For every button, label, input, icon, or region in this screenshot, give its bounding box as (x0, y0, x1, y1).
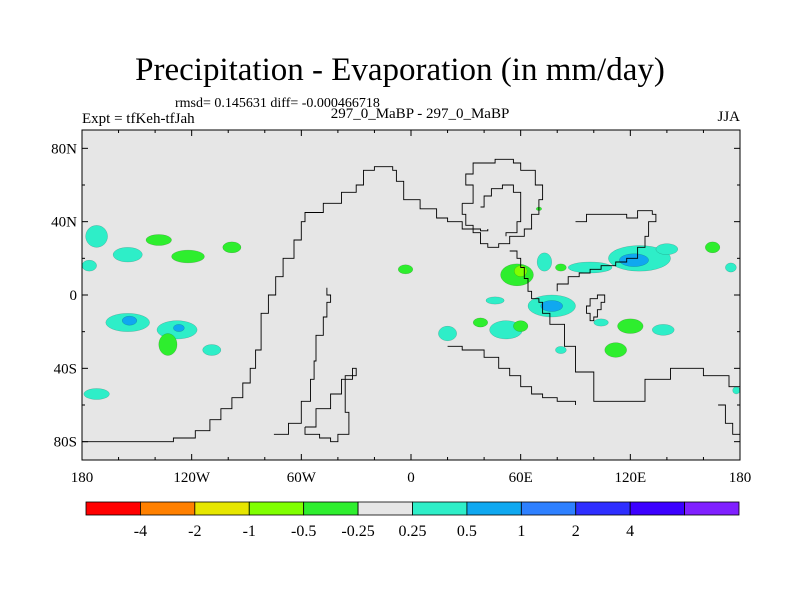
colorbar-swatch (303, 501, 359, 516)
anomaly-patch-26 (540, 300, 563, 312)
anomaly-patch-16 (536, 252, 552, 272)
anomaly-patch-11 (202, 344, 222, 356)
colorbar-swatch (466, 501, 522, 516)
anomaly-patch-17 (555, 263, 567, 272)
colorbar-swatch (194, 501, 250, 516)
colorbar-swatch (684, 501, 740, 516)
y-tick-label: 40N (51, 215, 77, 231)
anomaly-patch-1 (82, 260, 97, 272)
anomaly-patch-35 (604, 342, 627, 358)
anomaly-patch-13 (398, 264, 413, 275)
y-tick-label: 0 (70, 288, 78, 304)
colorbar-label: 1 (517, 523, 525, 540)
anomaly-patch-21 (655, 243, 679, 255)
colorbar-swatch (85, 501, 141, 516)
colorbar-swatch (412, 501, 468, 516)
coastline-africa-west (447, 345, 576, 405)
colorbar-swatch (520, 501, 577, 516)
anomaly-field (82, 206, 740, 400)
x-tick-label: 180 (729, 470, 752, 486)
anomaly-patch-22 (705, 241, 721, 253)
colorbar-label: -0.25 (341, 523, 374, 540)
coastline-americas-inner (273, 287, 332, 435)
season-label: JJA (717, 109, 740, 125)
y-tick-label: 80N (51, 141, 77, 157)
anomaly-patch-23 (725, 262, 737, 273)
map-background (82, 130, 740, 460)
anomaly-patch-5 (222, 241, 242, 253)
anomaly-patch-32 (593, 318, 609, 327)
coastline-americas (82, 166, 489, 443)
coastline-africa (509, 250, 740, 402)
colorbar-swatch (575, 501, 631, 516)
anomaly-patch-2 (112, 247, 143, 263)
anomaly-patch-10 (158, 333, 178, 356)
anomaly-patch-36 (732, 386, 740, 395)
x-tick-label: 180 (71, 470, 94, 486)
colorbar-label: -1 (243, 523, 256, 540)
colorbar-label: 0.25 (399, 523, 427, 540)
y-tick-label: 40S (54, 361, 77, 377)
colorbar-swatch (248, 501, 305, 516)
coastline-south-tip (304, 367, 357, 443)
rmsd-diff-stats: rmsd= 0.145631 diff= -0.000466718 (175, 96, 380, 111)
anomaly-patch-24 (485, 296, 505, 305)
colorbar-swatch (140, 501, 196, 516)
experiment-label: Expt = tfKeh-tfJah (82, 111, 195, 127)
colorbar-label: 0.5 (457, 523, 477, 540)
anomaly-patch-30 (438, 326, 457, 341)
coastlines (82, 158, 740, 443)
x-tick-label: 0 (407, 470, 415, 486)
colorbar-label: 2 (572, 523, 580, 540)
chart-title: Precipitation - Evaporation (in mm/day) (135, 52, 665, 88)
anomaly-patch-33 (617, 318, 644, 334)
colorbar-swatch (629, 501, 685, 516)
coastline-greenland (461, 158, 544, 248)
colorbar-label: -4 (134, 523, 147, 540)
anomaly-patch-4 (171, 249, 205, 264)
colorbar-label: 4 (626, 523, 634, 540)
colorbar-label: -0.5 (291, 523, 316, 540)
anomaly-patch-12 (83, 388, 110, 400)
anomaly-patch-31 (555, 346, 567, 354)
anomaly-patch-0 (85, 225, 108, 248)
anomaly-patch-27 (472, 317, 488, 328)
anomaly-patch-29 (513, 320, 529, 332)
x-tick-label: 60E (509, 470, 533, 486)
x-tick-label: 120W (173, 470, 211, 486)
axis-ticks: 180 120W 60W 0 60E 120E 180 80N 40N 0 40S 80S (51, 130, 751, 486)
x-tick-label: 120E (614, 470, 646, 486)
x-tick-label: 60W (287, 470, 317, 486)
anomaly-patch-20 (619, 253, 649, 267)
anomaly-patch-9 (173, 324, 185, 332)
coastline-india (586, 294, 606, 322)
coastline-asia (556, 210, 657, 292)
period-subtitle: 297_0_MaBP - 297_0_MaBP (330, 106, 510, 122)
colorbar-label: -2 (188, 523, 201, 540)
coastline-greenland-inner (480, 184, 522, 237)
anomaly-patch-7 (122, 315, 137, 326)
anomaly-patch-3 (145, 234, 172, 246)
colorbar-swatch (357, 501, 413, 516)
coastline-east (718, 404, 740, 442)
anomaly-patch-34 (652, 324, 675, 336)
colorbar: -4 -2 -1 -0.5 -0.25 0.25 0.5 1 2 4 (85, 501, 740, 540)
y-tick-label: 80S (54, 435, 77, 451)
